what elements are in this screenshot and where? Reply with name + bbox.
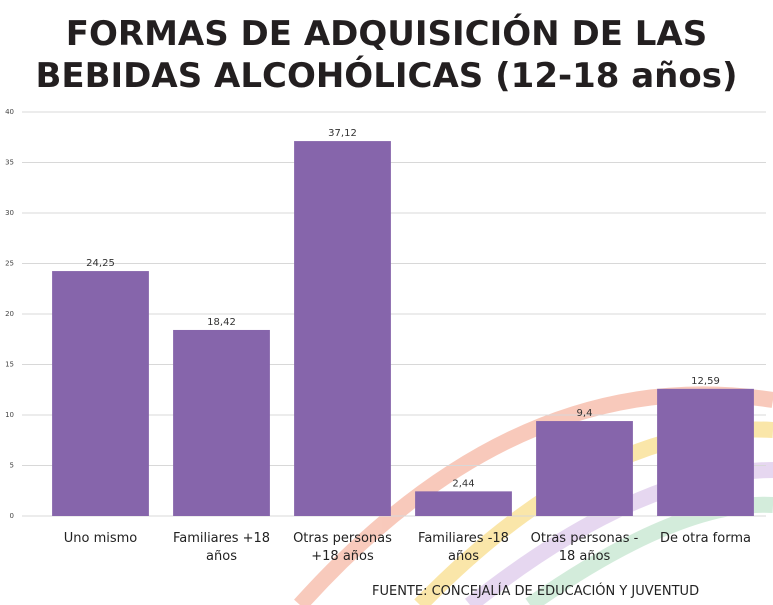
- bar: [657, 389, 754, 516]
- bar: [173, 330, 270, 516]
- x-tick-label: Otras personas +18 años: [283, 530, 403, 566]
- chart-title: FORMAS DE ADQUISICIÓN DE LAS: [0, 14, 773, 54]
- y-tick-label: 15: [5, 361, 14, 369]
- value-label: 18,42: [207, 317, 236, 328]
- value-label: 12,59: [691, 376, 720, 387]
- x-tick-label: De otra forma: [646, 530, 766, 548]
- y-tick-label: 30: [5, 209, 14, 217]
- x-tick-label: Familiares -18 años: [404, 530, 524, 566]
- y-tick-label: 10: [5, 411, 14, 419]
- bar: [536, 421, 633, 516]
- value-label: 2,44: [452, 478, 474, 489]
- value-label: 9,4: [577, 408, 593, 419]
- x-tick-label: Familiares +18 años: [162, 530, 282, 566]
- y-tick-label: 5: [10, 462, 14, 470]
- y-tick-label: 25: [5, 260, 14, 268]
- x-tick-label: Uno mismo: [41, 530, 161, 548]
- chart-title: BEBIDAS ALCOHÓLICAS (12-18 años): [0, 56, 773, 96]
- y-tick-label: 35: [5, 159, 14, 167]
- y-tick-label: 20: [5, 310, 14, 318]
- y-tick-label: 40: [5, 108, 14, 116]
- y-tick-label: 0: [10, 512, 14, 520]
- x-tick-label: Otras personas - 18 años: [525, 530, 645, 566]
- source: FUENTE: CONCEJALÍA DE EDUCACIÓN Y JUVENT…: [372, 584, 699, 599]
- bar: [415, 491, 512, 516]
- bar: [294, 141, 391, 516]
- value-label: 24,25: [86, 258, 115, 269]
- bar: [52, 271, 149, 516]
- value-label: 37,12: [328, 128, 357, 139]
- page: 0 5 10 15 20 25 30 35 40 24,25 18,42 37,12 2,44 9,4 12…: [0, 0, 773, 605]
